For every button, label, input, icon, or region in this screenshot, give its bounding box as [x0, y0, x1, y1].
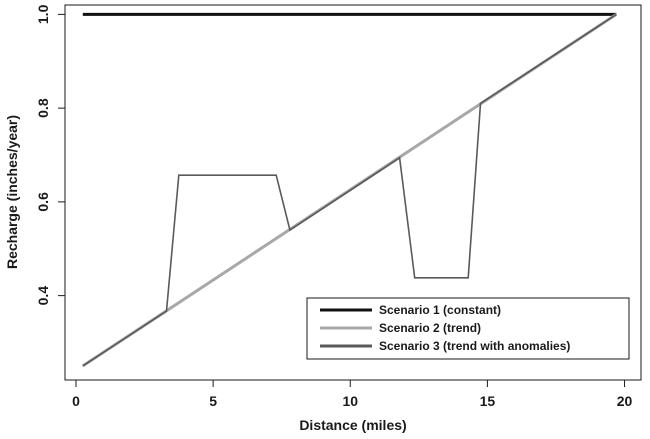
y-axis: 0.4 0.6 0.8 1.0 [35, 4, 65, 305]
x-tick-label: 20 [617, 393, 633, 409]
y-axis-title: Recharge (inches/year) [4, 115, 20, 269]
legend-label-scenario-3: Scenario 3 (trend with anomalies) [379, 339, 570, 353]
x-tick-label: 10 [342, 393, 358, 409]
x-tick-label: 5 [209, 393, 217, 409]
y-tick-label: 1.0 [35, 4, 51, 24]
series-line-scenario-3-trend-with-anomalies [82, 13, 617, 367]
x-axis: 0 5 10 15 20 [72, 380, 633, 409]
y-tick-label: 0.8 [35, 98, 51, 118]
legend-label-scenario-2: Scenario 2 (trend) [379, 321, 481, 335]
series-layer [81, 12, 618, 368]
y-tick-label: 0.6 [35, 192, 51, 212]
x-tick-label: 15 [480, 393, 496, 409]
legend: Scenario 1 (constant) Scenario 2 (trend)… [306, 297, 630, 360]
x-axis-title: Distance (miles) [299, 417, 406, 433]
legend-label-scenario-1: Scenario 1 (constant) [379, 303, 501, 317]
y-tick-label: 0.4 [35, 286, 51, 306]
x-tick-label: 0 [72, 393, 80, 409]
